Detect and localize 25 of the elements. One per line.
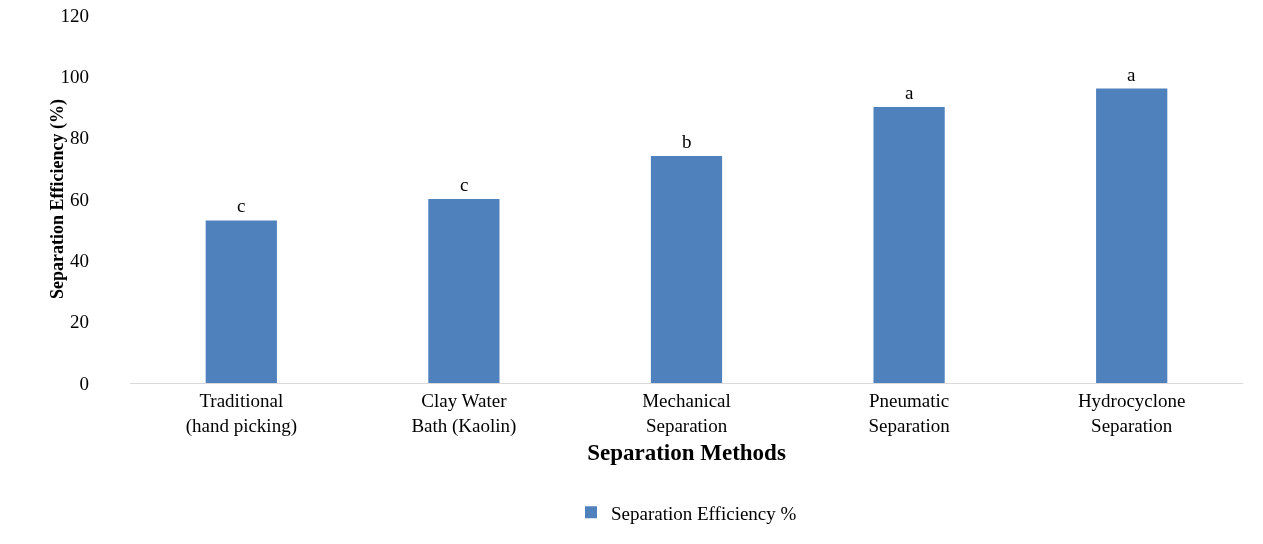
x-axis-title: Separation Methods [587,440,786,466]
x-tick-label: Clay Water Bath (Kaolin) [411,389,517,437]
bar [650,156,723,383]
y-tick-label: 0 [79,372,89,394]
x-tick-label: Mechanical Separation [642,389,731,436]
annotation: a [905,82,914,103]
x-tick-label: Hydrocyclone Separation [1077,389,1186,436]
annotation: c [460,174,469,195]
y-tick-label: 100 [60,65,89,87]
annotation: c [237,195,246,216]
y-tick-label: 20 [70,311,89,333]
y-axis-title: Separation Efficiency (%) [47,99,68,299]
x-tick-label: Traditional (hand picking) [185,389,297,437]
y-tick-label: 60 [70,188,89,210]
y-tick-label: 40 [70,249,89,271]
bar [428,199,500,383]
bar [205,220,277,383]
x-tick-label: Pneumatic Separation [868,389,951,436]
legend-label: Separation Efficiency % [611,502,797,524]
y-tick-label: 120 [60,4,89,26]
bar [1096,88,1168,383]
y-tick-label: 80 [70,127,89,149]
annotation: b [682,131,692,152]
annotation: a [1127,64,1136,85]
bar [873,107,945,383]
